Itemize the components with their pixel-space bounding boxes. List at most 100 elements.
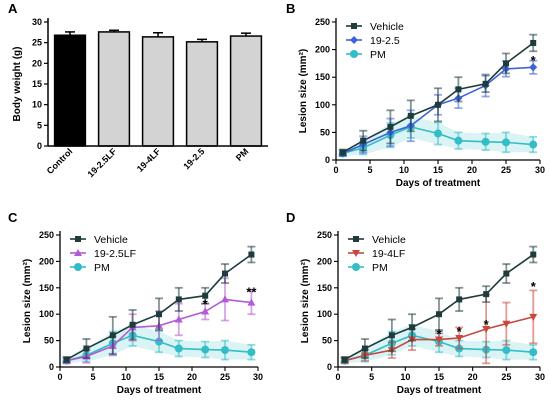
data-point-6 xyxy=(482,80,489,87)
series-vehicle xyxy=(340,245,538,364)
data-point-6 xyxy=(201,345,210,354)
panel-c-line-chart: C 0 50 100 150 200 250 0 5 10 15 20 25 30 Days of tre… xyxy=(8,210,263,396)
data-point-8 xyxy=(529,63,538,72)
data-point-1 xyxy=(83,345,90,352)
y-tick-label-1: 5 xyxy=(37,120,42,130)
significance-marker-1: * xyxy=(457,324,463,339)
panel-d-line-chart: D 0 50 100 150 200 250 0 5 10 15 20 25 30 Days of tre… xyxy=(286,210,545,396)
x-tick-label-0: Control xyxy=(45,146,75,176)
legend-marker-1 xyxy=(350,36,358,44)
x-tick-label-6: 30 xyxy=(253,372,263,382)
panel-b-line-chart: B 0 50 100 150 200 250 0 5 10 15 20 25 30 Days of tre… xyxy=(286,1,545,189)
y-tick-label-0: 0 xyxy=(327,362,332,372)
y-tick-label-1: 50 xyxy=(322,336,332,346)
data-point-3 xyxy=(407,112,414,119)
data-point-3 xyxy=(129,321,136,328)
panel-letter-d: D xyxy=(286,210,295,225)
data-point-1 xyxy=(361,345,368,352)
data-point-7 xyxy=(222,270,228,277)
x-tick-label-1: 5 xyxy=(367,165,372,175)
data-point-0 xyxy=(63,356,70,363)
data-point-8 xyxy=(529,348,538,357)
y-axis-title: Body weight (g) xyxy=(12,47,23,122)
data-point-2 xyxy=(388,332,395,339)
y-tick-label-4: 200 xyxy=(315,45,330,55)
data-point-5 xyxy=(455,334,464,342)
panel-a-bar-chart: A Control 19-2.5LF 19-4LF 19-2.5 PM 0 5 10 15 20 2… xyxy=(8,1,268,179)
legend-marker-0 xyxy=(351,23,357,29)
x-tick-label-4: PM xyxy=(234,146,251,163)
x-tick-label-0: 0 xyxy=(333,165,338,175)
x-tick-label-0: 0 xyxy=(335,372,340,382)
legend: Vehicle 19-4LF PM xyxy=(348,234,406,274)
y-tick-label-3: 150 xyxy=(315,72,330,82)
significance-marker-0: * xyxy=(203,297,209,312)
x-axis-title: Days of treatment xyxy=(396,178,481,189)
y-tick-label-2: 100 xyxy=(317,309,332,319)
data-point-0 xyxy=(339,149,346,156)
data-point-4 xyxy=(434,129,442,138)
legend-label-1: 19-4LF xyxy=(372,248,405,260)
y-tick-label-1: 50 xyxy=(44,336,54,346)
legend-marker-2 xyxy=(74,263,82,271)
x-tick-label-5: 25 xyxy=(501,372,511,382)
x-tick-label-3: 15 xyxy=(433,165,443,175)
significance-marker-0: * xyxy=(531,53,537,68)
data-point-5 xyxy=(455,86,462,93)
data-point-4 xyxy=(156,311,162,318)
data-point-8 xyxy=(247,298,256,306)
x-tick-label-2: 10 xyxy=(399,165,409,175)
y-axis-title: Lesion size (mm²) xyxy=(298,49,309,133)
data-point-8 xyxy=(530,39,537,46)
x-tick-label-4: 20 xyxy=(187,372,197,382)
legend-label-0: Vehicle xyxy=(372,234,406,246)
x-tick-label-3: 15 xyxy=(154,372,164,382)
legend-label-0: Vehicle xyxy=(94,234,128,246)
bar-2 xyxy=(141,36,175,147)
legend-label-1: 19-2.5 xyxy=(370,35,400,47)
y-tick-label-2: 100 xyxy=(39,309,54,319)
data-point-8 xyxy=(529,140,538,149)
data-point-3 xyxy=(409,324,416,331)
data-point-6 xyxy=(202,292,209,299)
data-point-7 xyxy=(221,346,229,355)
data-point-6 xyxy=(482,325,491,333)
data-point-7 xyxy=(503,60,509,67)
legend-label-2: PM xyxy=(372,262,388,274)
y-tick-label-6: 30 xyxy=(32,17,42,27)
data-point-1 xyxy=(360,137,367,144)
y-tick-label-3: 150 xyxy=(317,283,332,293)
series-vehicle xyxy=(62,245,256,364)
y-tick-label-4: 200 xyxy=(39,256,54,266)
legend: Vehicle 19-2.5 PM xyxy=(346,21,404,61)
x-tick-label-5: 25 xyxy=(501,165,511,175)
data-point-5 xyxy=(174,315,183,323)
x-tick-label-6: 30 xyxy=(535,165,545,175)
bar-4 xyxy=(229,35,263,147)
series-vehicle xyxy=(338,33,538,156)
legend-label-0: Vehicle xyxy=(370,21,404,33)
y-tick-label-0: 0 xyxy=(49,362,54,372)
data-point-5 xyxy=(174,344,183,353)
data-point-8 xyxy=(248,251,255,258)
panel-letter-b: B xyxy=(286,1,295,16)
y-axis-title: Lesion size (mm²) xyxy=(22,259,33,343)
legend-marker-0 xyxy=(75,236,81,242)
x-tick-label-2: 10 xyxy=(121,372,131,382)
y-axis-title: Lesion size (mm²) xyxy=(300,259,311,343)
legend-marker-1 xyxy=(352,250,360,257)
data-point-8 xyxy=(529,313,538,321)
data-point-5 xyxy=(456,296,463,303)
significance-marker-1: ** xyxy=(246,284,257,299)
data-point-4 xyxy=(435,101,441,108)
bar-1 xyxy=(97,31,131,147)
legend: Vehicle 19-2.5LF PM xyxy=(70,234,136,274)
x-tick-label-0: 0 xyxy=(57,372,62,382)
x-tick-label-4: 20 xyxy=(467,165,477,175)
x-tick-label-4: 20 xyxy=(468,372,478,382)
y-tick-label-3: 150 xyxy=(39,283,54,293)
legend-label-2: PM xyxy=(94,262,110,274)
data-point-7 xyxy=(503,270,510,277)
legend-marker-1 xyxy=(74,249,82,256)
significance-marker-0: * xyxy=(436,327,442,342)
